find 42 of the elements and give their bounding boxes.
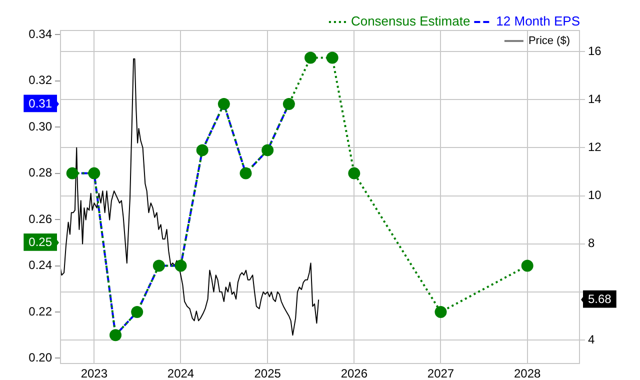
point [174,260,187,272]
y-tick-label: 0.28 [28,166,52,180]
legend-label: 12 Month EPS [496,14,580,29]
y-tick-label: 0.32 [28,73,52,88]
point [282,98,295,110]
y2-tick-label: 4 [588,332,595,346]
point [326,52,338,64]
point [110,329,122,342]
x-tick-label: 2026 [340,366,368,380]
point [66,167,78,180]
point [434,306,447,318]
y2-tick-label: 8 [588,236,595,250]
y-tick-label: 0.20 [28,350,52,365]
x-tick-label: 2024 [167,366,194,380]
x-tick-label: 2025 [254,366,282,380]
y-tick-label: 0.26 [28,212,52,226]
x-tick-label: 2027 [427,366,454,380]
point [196,144,208,156]
y-tick-label: 0.34 [28,26,52,41]
y-tick-label: 0.24 [28,258,52,272]
y2-tick-label: 16 [588,44,602,58]
point [304,52,317,64]
point [218,98,230,110]
point [262,144,274,156]
text: Price ($) [528,35,570,48]
y-tick-label: 0.30 [28,119,52,134]
point [88,167,100,180]
point [521,260,534,272]
point [240,167,252,180]
x-tick-label: 2028 [514,366,542,380]
y2-tick-label: 14 [588,92,602,106]
point [131,306,144,318]
legend-label: Consensus Estimate [350,14,470,29]
y2-tick-label: 10 [588,188,602,202]
y2-tick-label: 5.68 [588,292,612,306]
y-tick-label: 0.22 [28,304,52,318]
y2-tick-label: 12 [588,140,602,154]
point [348,167,360,180]
y-tick-label: 0.31 [28,96,52,110]
x-tick-label: 2023 [80,366,108,380]
y-tick-label: 0.25 [28,234,52,249]
point [152,260,165,272]
